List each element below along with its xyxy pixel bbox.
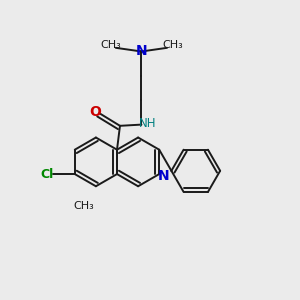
Text: Cl: Cl bbox=[40, 168, 53, 181]
Text: NH: NH bbox=[139, 117, 157, 130]
Text: CH₃: CH₃ bbox=[73, 201, 94, 211]
Text: N: N bbox=[158, 169, 170, 184]
Text: O: O bbox=[89, 105, 101, 119]
Text: CH₃: CH₃ bbox=[162, 40, 183, 50]
Text: N: N bbox=[136, 44, 147, 58]
Text: CH₃: CH₃ bbox=[100, 40, 121, 50]
